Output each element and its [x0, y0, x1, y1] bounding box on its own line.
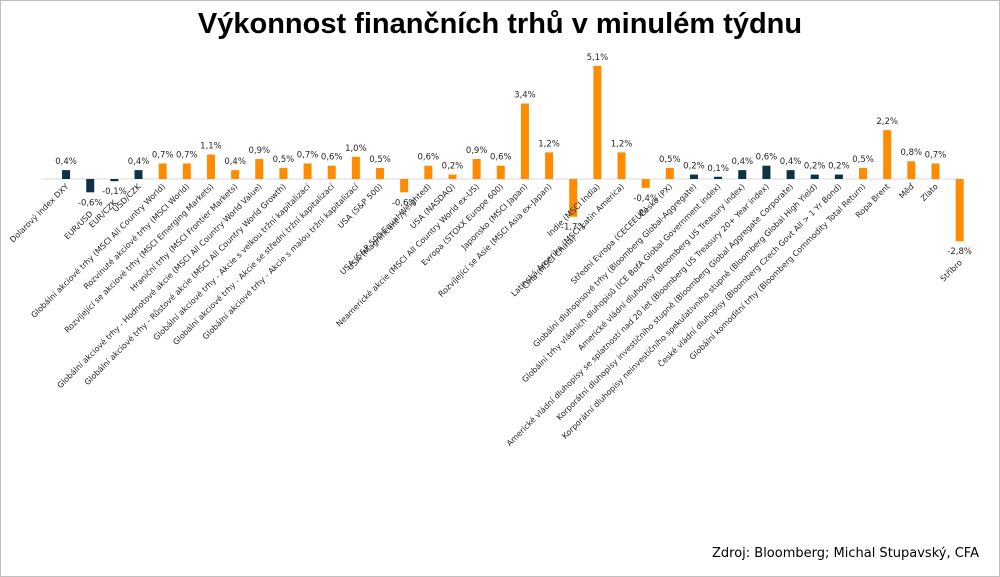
bar: [255, 159, 264, 179]
data-label: 0,1%: [707, 164, 729, 174]
data-label: 1,2%: [611, 139, 633, 149]
bar: [738, 170, 747, 179]
data-label: -0,6%: [78, 198, 103, 208]
bar: [303, 163, 312, 179]
bar: [617, 152, 626, 179]
data-label: 0,5%: [273, 155, 295, 165]
bar: [158, 163, 167, 179]
data-label: 0,4%: [224, 157, 246, 167]
data-label: 2,2%: [876, 117, 898, 127]
bar: [206, 154, 215, 179]
bar: [834, 174, 843, 179]
data-label: 0,5%: [659, 155, 681, 165]
bar: [376, 167, 385, 179]
data-label: 0,6%: [490, 153, 512, 163]
category-label: Zlato: [919, 182, 940, 203]
bar: [351, 156, 360, 179]
bar: [665, 167, 674, 179]
data-label: 0,7%: [152, 150, 174, 160]
bar: [448, 174, 457, 179]
data-label: 0,7%: [925, 150, 947, 160]
bar: [110, 179, 119, 182]
data-label: 0,2%: [683, 162, 705, 172]
bar: [569, 179, 578, 217]
data-label: 0,7%: [297, 150, 319, 160]
bar: [931, 163, 940, 179]
data-label: 0,5%: [369, 155, 391, 165]
chart-title: Výkonnost finančních trhů v minulém týdn…: [197, 8, 803, 40]
data-label: -0,4%: [633, 194, 658, 204]
data-label: 0,4%: [55, 157, 77, 167]
bar: [545, 152, 554, 179]
bar: [327, 165, 336, 179]
data-label: 0,2%: [804, 162, 826, 172]
bar: [689, 174, 698, 179]
data-label: -1,7%: [561, 223, 586, 233]
category-label: Dolarový index DXY: [8, 182, 70, 244]
data-label: -0,6%: [392, 198, 417, 208]
bar: [231, 170, 240, 179]
bar: [86, 179, 95, 193]
category-label: Globální akciové trhy - Akcie s velkou t…: [151, 181, 313, 343]
data-label: 0,9%: [248, 146, 270, 156]
bar: [810, 174, 819, 179]
bar: [496, 165, 505, 179]
data-label: 0,4%: [128, 157, 150, 167]
data-label: 3,4%: [514, 91, 536, 101]
data-label: 0,4%: [780, 157, 802, 167]
bar: [400, 179, 409, 193]
data-label: 0,8%: [901, 148, 923, 158]
bar: [62, 170, 71, 179]
bar: [714, 176, 723, 179]
category-label: Stříbro: [939, 258, 964, 283]
category-label: Globální akciové trhy - Akcie s malou tr…: [200, 181, 361, 342]
data-label: 0,4%: [731, 157, 753, 167]
data-label: 1,1%: [200, 142, 222, 152]
data-label: 1,2%: [538, 139, 560, 149]
data-label: 1,0%: [345, 144, 367, 154]
category-label: USA (S&P 500): [336, 182, 384, 230]
bar: [472, 159, 481, 179]
bar: [762, 165, 771, 179]
data-label: 0,2%: [828, 162, 850, 172]
data-label: 0,5%: [852, 155, 874, 165]
category-label: Měď: [897, 181, 916, 200]
data-label: 0,6%: [321, 153, 343, 163]
bar: [907, 161, 916, 179]
bar: [955, 179, 964, 242]
data-label: -2,8%: [947, 247, 972, 257]
data-label: 0,2%: [442, 162, 464, 172]
data-label: 0,9%: [466, 146, 488, 156]
bar: [593, 65, 602, 179]
bar: [279, 167, 288, 179]
bar: [859, 167, 868, 179]
bar: [641, 179, 650, 188]
data-label: -0,1%: [102, 187, 127, 197]
bar: [883, 130, 892, 179]
bar: [786, 170, 795, 179]
data-label: 5,1%: [587, 53, 609, 63]
bar: [424, 165, 433, 179]
bar: [134, 170, 143, 179]
data-label: 0,6%: [418, 153, 440, 163]
bar: [182, 163, 191, 179]
bar: [520, 103, 529, 179]
data-label: 0,7%: [176, 150, 198, 160]
data-label: 0,6%: [756, 153, 778, 163]
source-note: Zdroj: Bloomberg; Michal Stupavský, CFA: [711, 546, 979, 561]
